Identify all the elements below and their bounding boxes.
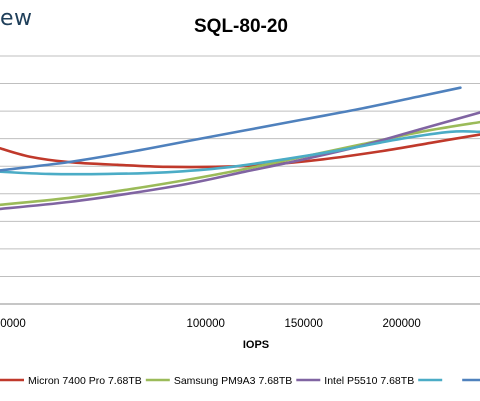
legend-label: Samsung PM9A3 7.68TB (174, 375, 292, 387)
chart-title: SQL-80-20 (194, 16, 288, 37)
legend: Micron 7400 Pro 7.68TB Samsung PM9A3 7.68… (0, 375, 480, 387)
series-lines (0, 86, 480, 211)
logo-fragment: ew (0, 6, 33, 31)
series-line-3 (0, 111, 480, 211)
series-line-1 (0, 133, 480, 169)
series-line-4 (0, 129, 480, 176)
legend-label: Micron 7400 Pro 7.68TB (28, 375, 142, 387)
grid-lines (0, 55, 480, 305)
x-tick-label: 00000 (0, 318, 26, 330)
series-line-5 (0, 86, 462, 172)
x-tick-label: 200000 (382, 318, 420, 330)
legend-label: Intel P5510 7.68TB (324, 375, 414, 387)
x-tick-label: 150000 (284, 318, 322, 330)
x-axis-label: IOPS (243, 339, 269, 351)
x-tick-label: 100000 (187, 318, 225, 330)
x-tick-labels: 00000 100000 150000 200000 (0, 318, 421, 330)
